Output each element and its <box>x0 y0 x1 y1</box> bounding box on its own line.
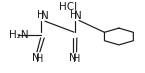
Text: N: N <box>41 11 49 21</box>
Text: HCl: HCl <box>59 2 77 12</box>
Text: H: H <box>36 54 43 64</box>
Text: N: N <box>74 11 82 21</box>
Text: N: N <box>69 53 76 63</box>
Text: H: H <box>37 10 44 20</box>
Text: H: H <box>73 54 80 64</box>
Text: H₂N: H₂N <box>9 30 28 40</box>
Text: N: N <box>32 53 39 63</box>
Text: H: H <box>70 10 78 20</box>
